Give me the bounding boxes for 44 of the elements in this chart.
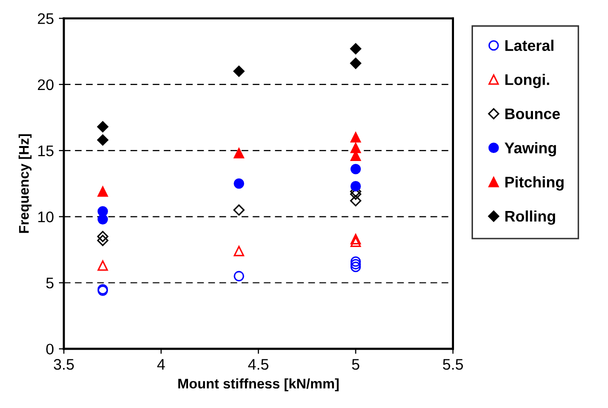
point xyxy=(97,230,108,242)
legend-label: Lateral xyxy=(505,40,554,51)
point xyxy=(350,43,362,54)
y-tick-label: 10 xyxy=(38,212,54,222)
point xyxy=(98,206,108,217)
y-axis-title: Frequency [Hz] xyxy=(18,134,32,233)
point xyxy=(350,262,361,272)
point xyxy=(234,178,244,189)
point xyxy=(98,186,108,197)
point xyxy=(234,270,244,282)
point xyxy=(350,142,361,154)
legend-label: Pitching xyxy=(505,176,564,191)
legend-label: Bounce xyxy=(505,108,560,120)
point xyxy=(233,204,245,216)
point xyxy=(97,134,108,146)
point xyxy=(234,148,244,158)
x-tick-label: 5.5 xyxy=(442,359,463,370)
x-tick-label: 4 xyxy=(157,359,165,370)
x-tick-label: 5 xyxy=(352,359,360,370)
point xyxy=(234,246,244,256)
point xyxy=(350,164,361,174)
x-tick-label: 3.5 xyxy=(54,358,74,370)
point xyxy=(350,259,361,270)
legend-label: Rolling xyxy=(505,210,556,225)
y-tick-label: 15 xyxy=(38,146,54,156)
x-axis-title: Mount stiffness [kN/mm] xyxy=(178,378,339,392)
point xyxy=(350,234,361,244)
x-tick-label: 4.5 xyxy=(248,359,268,370)
y-tick-label: 25 xyxy=(38,13,54,24)
y-tick-label: 5 xyxy=(46,278,54,288)
y-tick-label: 0 xyxy=(46,344,54,355)
point xyxy=(350,58,362,69)
point xyxy=(97,234,108,246)
point xyxy=(350,132,361,143)
legend-label: Longi. xyxy=(505,74,550,88)
point xyxy=(98,260,108,271)
point xyxy=(350,195,362,206)
point xyxy=(350,256,361,267)
point xyxy=(97,121,108,132)
legend-label: Yawing xyxy=(504,142,556,156)
y-tick-label: 20 xyxy=(38,79,54,90)
point xyxy=(350,236,361,247)
point xyxy=(233,66,245,77)
point xyxy=(350,181,361,192)
